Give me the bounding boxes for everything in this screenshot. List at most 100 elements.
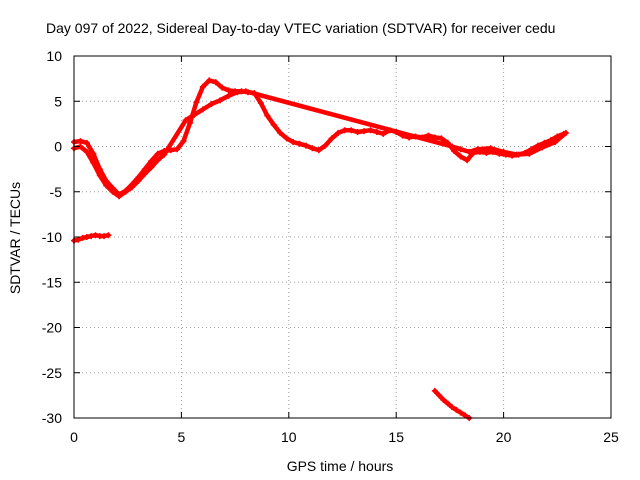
data-point xyxy=(444,400,451,407)
x-tick-label: 10 xyxy=(281,429,297,445)
data-point xyxy=(354,129,361,136)
data-point xyxy=(148,157,155,164)
data-point xyxy=(154,150,161,157)
data-point xyxy=(309,145,316,152)
data-point xyxy=(96,172,103,179)
data-point xyxy=(453,406,460,413)
y-tick-label: -10 xyxy=(42,229,62,245)
data-point xyxy=(335,129,342,136)
data-point xyxy=(242,88,249,95)
y-axis-label: SDTVAR / TECUs xyxy=(7,182,23,294)
data-point xyxy=(290,138,297,145)
data-point xyxy=(539,144,546,151)
y-tick-label: -5 xyxy=(50,184,63,200)
y-tick-label: -15 xyxy=(42,274,62,290)
x-tick-label: 25 xyxy=(603,429,619,445)
data-point xyxy=(180,138,187,145)
data-point xyxy=(199,106,206,113)
data-point xyxy=(186,119,193,126)
data-point xyxy=(552,138,559,145)
data-point xyxy=(438,135,445,142)
data-point xyxy=(92,232,99,239)
data-point xyxy=(283,135,290,142)
data-point xyxy=(191,111,198,118)
data-point xyxy=(315,147,322,154)
data-point xyxy=(457,153,464,160)
data-point xyxy=(348,127,355,134)
data-point xyxy=(380,130,387,137)
data-point xyxy=(90,159,97,166)
y-tick-label: -20 xyxy=(42,320,62,336)
data-point xyxy=(154,157,161,164)
data-point xyxy=(234,89,241,96)
data-point xyxy=(135,177,142,184)
data-point xyxy=(212,79,219,86)
data-point xyxy=(109,188,116,195)
x-axis-label: GPS time / hours xyxy=(287,458,394,474)
data-point xyxy=(526,150,533,157)
data-point xyxy=(296,140,303,147)
series-line-main xyxy=(71,78,566,197)
data-point xyxy=(217,97,224,104)
series-segment-low xyxy=(71,232,112,244)
y-tick-label: 5 xyxy=(54,93,62,109)
data-point xyxy=(449,143,456,150)
data-point xyxy=(513,151,520,158)
data-point xyxy=(225,87,232,94)
series-main xyxy=(71,77,567,198)
data-point xyxy=(457,409,464,416)
data-point xyxy=(457,146,464,153)
x-tick-label: 5 xyxy=(178,429,186,445)
y-tick-label: -30 xyxy=(42,410,62,426)
x-tick-label: 20 xyxy=(496,429,512,445)
data-point xyxy=(225,92,232,99)
data-point xyxy=(88,233,95,240)
data-point xyxy=(449,404,456,411)
data-point xyxy=(148,164,155,171)
data-point xyxy=(373,129,380,136)
data-point xyxy=(128,184,135,191)
data-point xyxy=(101,233,108,240)
data-point xyxy=(436,392,443,399)
grid xyxy=(74,56,611,418)
data-point xyxy=(464,157,471,164)
data-point xyxy=(116,193,123,200)
data-point xyxy=(79,234,86,241)
data-point xyxy=(161,151,168,158)
data-point xyxy=(341,127,348,134)
data-point xyxy=(322,142,329,149)
data-point xyxy=(193,99,200,106)
y-tick-label: 10 xyxy=(46,48,62,64)
data-point xyxy=(122,188,129,195)
data-point xyxy=(199,83,206,90)
data-point xyxy=(302,142,309,149)
data-point xyxy=(83,148,90,155)
series-segment-bottom xyxy=(431,387,473,421)
data-point xyxy=(83,139,90,146)
data-point xyxy=(174,146,181,153)
data-point xyxy=(431,134,438,141)
data-point xyxy=(257,100,264,107)
data-point xyxy=(270,121,277,128)
data-point xyxy=(77,138,84,145)
data-point xyxy=(474,146,481,153)
y-tick-label: -25 xyxy=(42,365,62,381)
data-point xyxy=(367,127,374,134)
x-axis-ticks: 0 5 10 15 20 25 xyxy=(70,56,619,445)
data-point xyxy=(425,132,432,139)
x-tick-label: 15 xyxy=(388,429,404,445)
data-point xyxy=(83,234,90,240)
y-axis-ticks: 10 5 0 -5 -10 -15 -20 -25 -30 xyxy=(42,48,611,426)
data-point xyxy=(360,128,367,135)
data-point xyxy=(562,129,569,136)
data-point xyxy=(219,84,226,91)
data-point xyxy=(103,182,110,189)
data-point xyxy=(431,387,438,394)
x-tick-label: 0 xyxy=(70,429,78,445)
data-point xyxy=(500,148,507,155)
y-tick-label: 0 xyxy=(54,139,62,155)
data-point xyxy=(461,412,468,419)
data-point xyxy=(105,232,112,239)
series-line-secondary xyxy=(71,89,569,199)
